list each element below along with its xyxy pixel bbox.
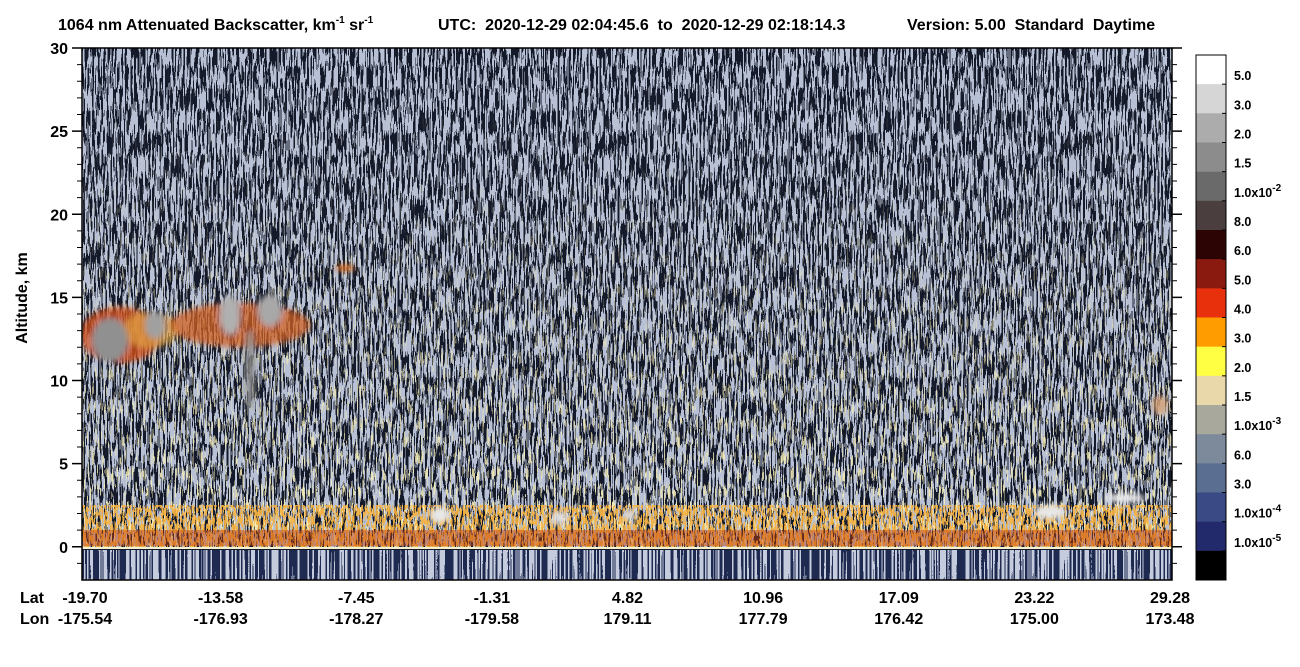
title-utc: UTC: 2020-12-29 02:04:45.6 to 2020-12-29… bbox=[438, 17, 845, 34]
colorbar-label: 5.0 bbox=[1234, 273, 1251, 287]
colorbar-swatch bbox=[1196, 84, 1226, 114]
colorbar-label: 1.0x10-4 bbox=[1234, 504, 1282, 521]
colorbar-swatch bbox=[1196, 142, 1226, 172]
colorbar-label-text: 2.0 bbox=[1234, 128, 1251, 142]
colorbar-label-text: 5.0 bbox=[1234, 69, 1251, 83]
y-tick-label: 5 bbox=[59, 457, 68, 474]
colorbar-swatch bbox=[1196, 317, 1226, 347]
lon-tick-label: -178.27 bbox=[329, 611, 383, 628]
colorbar-label: 1.5 bbox=[1234, 390, 1251, 404]
colorbar-label-text: 3.0 bbox=[1234, 98, 1251, 112]
lat-tick-label: 29.28 bbox=[1150, 590, 1190, 607]
colorbar-label-text: 3.0 bbox=[1234, 332, 1251, 346]
lon-tick-label: -179.58 bbox=[465, 611, 519, 628]
lat-tick-label: 10.96 bbox=[743, 590, 783, 607]
colorbar-label-text: 1.5 bbox=[1234, 390, 1251, 404]
lon-tick-label: 173.48 bbox=[1146, 611, 1195, 628]
lat-tick-label: 17.09 bbox=[879, 590, 919, 607]
y-tick-label: 15 bbox=[50, 290, 68, 307]
colorbar-swatch bbox=[1196, 113, 1226, 143]
colorbar-label-text: 1.0x10 bbox=[1234, 186, 1272, 200]
lat-tick-label: -19.70 bbox=[62, 590, 107, 607]
lon-tick-label: -175.54 bbox=[58, 611, 112, 628]
y-tick-label: 30 bbox=[50, 41, 68, 58]
colorbar-label-text: 4.0 bbox=[1234, 303, 1251, 317]
title-exp: -1 bbox=[336, 15, 345, 26]
colorbar-label: 4.0 bbox=[1234, 303, 1251, 317]
colorbar-label: 6.0 bbox=[1234, 244, 1251, 258]
colorbar-label-text: 1.0x10 bbox=[1234, 419, 1272, 433]
chart-title: 1064 nm Attenuated Backscatter, km-1 sr-… bbox=[58, 15, 374, 34]
colorbar-label-text: 3.0 bbox=[1234, 478, 1251, 492]
colorbar-swatch bbox=[1196, 55, 1226, 85]
lat-tick-label: 23.22 bbox=[1014, 590, 1054, 607]
colorbar-swatch bbox=[1196, 171, 1226, 202]
colorbar-label-text: 1.5 bbox=[1234, 157, 1251, 171]
colorbar-label: 1.0x10-5 bbox=[1234, 533, 1282, 550]
colorbar-label-text: 6.0 bbox=[1234, 244, 1251, 258]
colorbar-swatch bbox=[1196, 405, 1226, 435]
colorbar-label: 2.0 bbox=[1234, 361, 1251, 375]
title-version: Version: 5.00 Standard Daytime bbox=[907, 17, 1155, 34]
colorbar-label: 3.0 bbox=[1234, 98, 1251, 112]
lon-tick-label: 177.79 bbox=[739, 611, 788, 628]
lat-tick-label: -1.31 bbox=[474, 590, 511, 607]
y-tick-label: 20 bbox=[50, 207, 68, 224]
lon-tick-label: 179.11 bbox=[603, 611, 651, 628]
colorbar-swatch bbox=[1196, 521, 1226, 552]
colorbar-label: 3.0 bbox=[1234, 478, 1251, 492]
colorbar-label: 1.0x10-3 bbox=[1234, 416, 1282, 433]
colorbar-label: 3.0 bbox=[1234, 332, 1251, 346]
colorbar-label-exp: -2 bbox=[1272, 183, 1281, 194]
colorbar-swatch bbox=[1196, 288, 1226, 318]
colorbar-label-exp: -3 bbox=[1272, 416, 1281, 427]
colorbar-swatch bbox=[1196, 434, 1226, 464]
colorbar-label: 1.5 bbox=[1234, 157, 1251, 171]
colorbar-label-text: 6.0 bbox=[1234, 448, 1251, 462]
colorbar-swatch bbox=[1196, 259, 1226, 289]
colorbar-label: 8.0 bbox=[1234, 215, 1251, 229]
colorbar-label: 5.0 bbox=[1234, 69, 1251, 83]
lat-tick-label: -7.45 bbox=[338, 590, 375, 607]
lat-tick-label: 4.82 bbox=[612, 590, 643, 607]
colorbar-swatch bbox=[1196, 375, 1226, 406]
title-exp: -1 bbox=[364, 15, 373, 26]
colorbar-label: 6.0 bbox=[1234, 448, 1251, 462]
y-tick-label: 0 bbox=[59, 540, 68, 557]
y-tick-label: 10 bbox=[50, 374, 68, 391]
colorbar-label: 1.0x10-2 bbox=[1234, 183, 1282, 200]
lon-tick-label: 175.00 bbox=[1010, 611, 1059, 628]
title-main: 1064 nm Attenuated Backscatter, km bbox=[58, 17, 336, 34]
colorbar-swatch bbox=[1196, 200, 1226, 231]
title-unit: sr bbox=[345, 17, 365, 34]
colorbar-label-text: 2.0 bbox=[1234, 361, 1251, 375]
lon-tick-label: -176.93 bbox=[193, 611, 247, 628]
lat-label: Lat bbox=[20, 590, 45, 607]
colorbar-label-exp: -5 bbox=[1272, 533, 1281, 544]
colorbar-label-text: 8.0 bbox=[1234, 215, 1251, 229]
colorbar-swatch bbox=[1196, 492, 1226, 522]
lon-label: Lon bbox=[20, 611, 49, 628]
colorbar-label-text: 1.0x10 bbox=[1234, 536, 1272, 550]
colorbar-label-exp: -4 bbox=[1272, 504, 1281, 515]
colorbar-label-text: 1.0x10 bbox=[1234, 507, 1272, 521]
colorbar-swatch bbox=[1196, 346, 1226, 377]
colorbar-swatch bbox=[1196, 463, 1226, 493]
y-tick-label: 25 bbox=[50, 124, 68, 141]
lon-tick-label: 176.42 bbox=[874, 611, 923, 628]
lat-tick-label: -13.58 bbox=[198, 590, 243, 607]
colorbar-swatch bbox=[1196, 550, 1226, 581]
colorbar-label-text: 5.0 bbox=[1234, 273, 1251, 287]
colorbar-swatch bbox=[1196, 230, 1226, 260]
y-axis-label: Altitude, km bbox=[14, 252, 31, 344]
colorbar-label: 2.0 bbox=[1234, 128, 1251, 142]
backscatter-image bbox=[82, 48, 1172, 580]
